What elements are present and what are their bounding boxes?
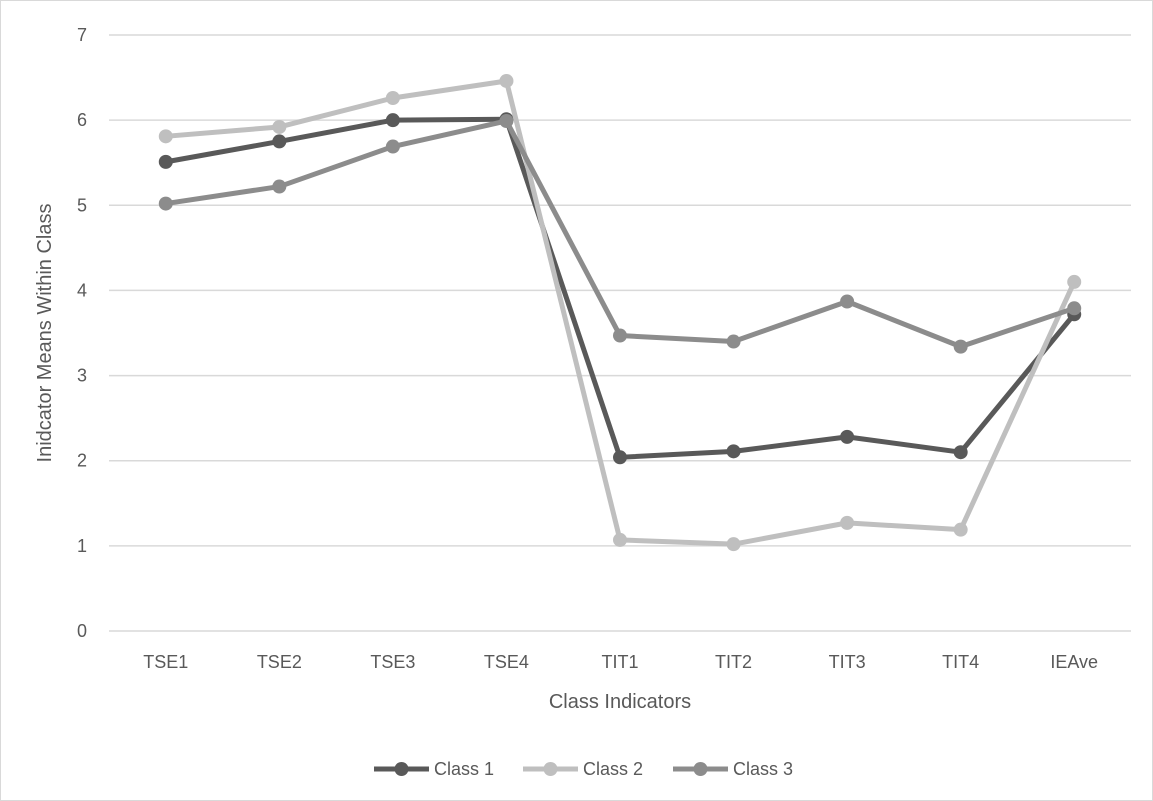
data-point (726, 537, 741, 552)
y-axis-title: Inidcator Means Within Class (34, 204, 56, 463)
data-point (158, 154, 173, 169)
legend-item: Class 2 (523, 759, 643, 779)
x-tick-label: TIT4 (942, 652, 979, 672)
data-point (272, 134, 287, 149)
legend-label: Class 1 (434, 759, 494, 779)
series-2 (158, 73, 1082, 552)
data-point (499, 73, 514, 88)
data-point (613, 450, 627, 465)
data-point (158, 196, 173, 211)
x-tick-label: TSE3 (370, 652, 415, 672)
y-tick-label: 5 (77, 195, 87, 215)
y-tick-label: 4 (77, 280, 87, 300)
legend-swatch-marker (394, 762, 409, 776)
legend-swatch-marker (693, 762, 708, 776)
y-tick-label: 0 (77, 621, 87, 641)
series-line (163, 78, 1077, 547)
series-3 (158, 113, 1082, 354)
series-1 (158, 112, 1082, 465)
data-point (613, 328, 627, 343)
y-tick-label: 6 (77, 110, 87, 130)
data-point (385, 91, 400, 106)
x-axis-title: Class Indicators (549, 691, 691, 713)
y-axis-ticks: 0 1 2 3 4 5 6 7 (77, 25, 87, 641)
data-point (272, 179, 287, 194)
x-tick-label: TSE1 (143, 652, 188, 672)
x-tick-label: TIT3 (829, 652, 866, 672)
data-point (613, 532, 627, 547)
x-tick-label: TIT1 (601, 652, 638, 672)
data-point (499, 113, 514, 128)
y-tick-label: 1 (77, 536, 87, 556)
data-point (840, 429, 855, 444)
x-tick-label: IEAve (1050, 652, 1098, 672)
x-tick-label: TSE2 (257, 652, 302, 672)
y-tick-label: 2 (77, 451, 87, 471)
series-line (163, 118, 1077, 350)
legend-swatch-marker (543, 762, 558, 776)
legend-label: Class 3 (733, 759, 793, 779)
legend-item: Class 1 (374, 759, 494, 779)
data-point (953, 445, 968, 460)
data-point (953, 339, 968, 354)
x-axis-ticks: TSE1 TSE2 TSE3 TSE4 TIT1 TIT2 TIT3 TIT4 IEAve (143, 652, 1098, 672)
series-line (163, 116, 1077, 460)
y-tick-label: 7 (77, 25, 87, 45)
data-point (840, 294, 855, 309)
legend-item: Class 3 (673, 759, 793, 779)
series-lines (158, 73, 1082, 552)
data-point (385, 113, 400, 128)
data-point (272, 119, 287, 134)
data-point (385, 139, 400, 154)
data-point (1067, 301, 1082, 316)
data-point (840, 515, 855, 530)
data-point (158, 129, 173, 144)
x-tick-label: TSE4 (484, 652, 529, 672)
legend: Class 1 Class 2 Class 3 (374, 759, 793, 779)
data-point (953, 522, 968, 537)
data-point (726, 444, 741, 459)
data-point (1067, 274, 1082, 289)
y-tick-label: 3 (77, 366, 87, 386)
data-point (726, 334, 741, 349)
x-tick-label: TIT2 (715, 652, 752, 672)
legend-label: Class 2 (583, 759, 643, 779)
